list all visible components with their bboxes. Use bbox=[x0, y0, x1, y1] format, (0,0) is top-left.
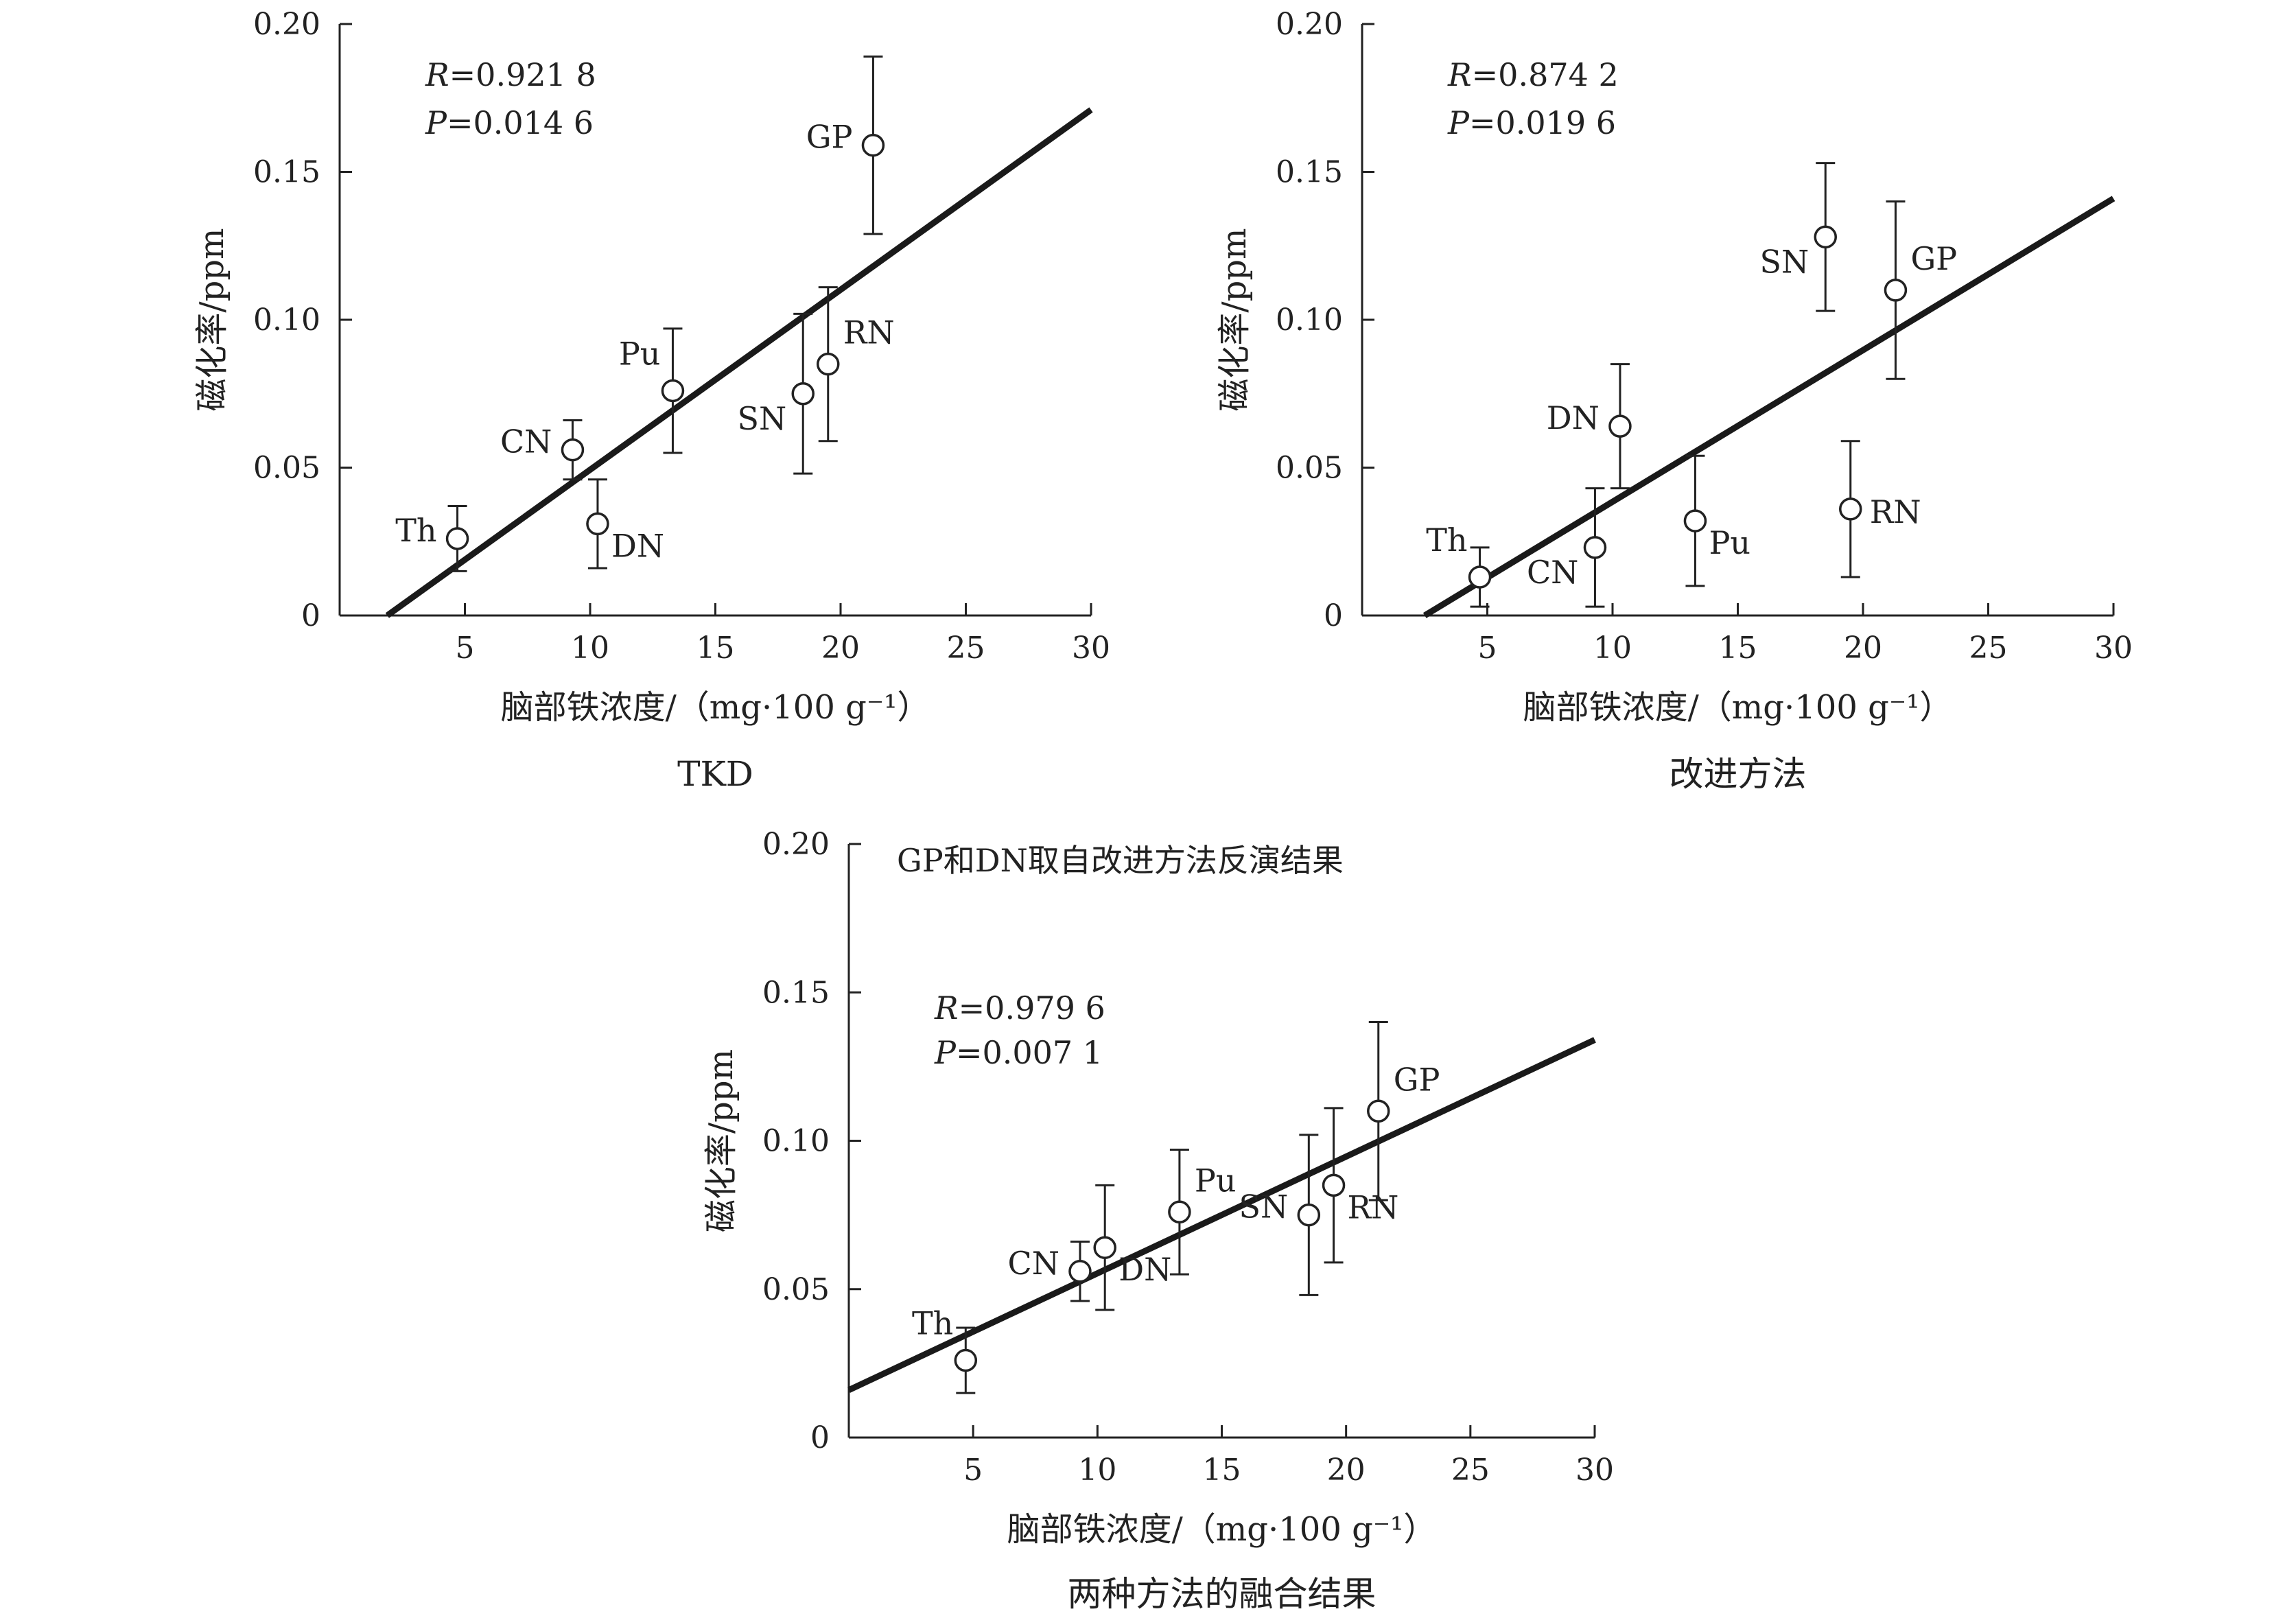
regression-line bbox=[385, 107, 1093, 618]
point-label-th: Th bbox=[395, 512, 436, 549]
point-label-gp: GP bbox=[806, 119, 853, 156]
data-point-cn bbox=[561, 438, 585, 462]
chart-panel-3: 0 0.05 0.10 0.15 0.20 5 10 15 20 25 30 脑部铁浓度/（mg·10… bbox=[702, 827, 1614, 1614]
data-point-gp bbox=[1367, 1099, 1390, 1123]
point-label-dn: DN bbox=[1547, 399, 1600, 436]
p-value: P=0.014 6 bbox=[425, 104, 594, 141]
x-tick-label: 15 bbox=[1203, 1453, 1241, 1488]
point-label-rn: RN bbox=[843, 314, 895, 351]
point-label-sn: SN bbox=[737, 400, 786, 437]
x-tick-label: 15 bbox=[1719, 631, 1757, 666]
data-point-th bbox=[445, 527, 469, 550]
data-point-sn bbox=[791, 382, 815, 406]
point-label-pu: Pu bbox=[1195, 1162, 1237, 1199]
y-tick-label: 0.05 bbox=[1276, 451, 1343, 486]
data-point-sn bbox=[1297, 1203, 1321, 1227]
correlation-r: R=0.979 6 bbox=[934, 989, 1105, 1027]
data-point-th bbox=[954, 1348, 978, 1372]
x-tick-label: 5 bbox=[1478, 631, 1497, 666]
x-tick-label: 20 bbox=[821, 631, 860, 666]
data-point-gp bbox=[861, 133, 885, 157]
x-tick-label: 20 bbox=[1844, 631, 1882, 666]
data-point-pu bbox=[661, 379, 685, 403]
x-axis-label: 脑部铁浓度/（mg·100 g⁻¹） bbox=[501, 688, 930, 727]
correlation-r: R=0.874 2 bbox=[1447, 56, 1619, 93]
point-label-sn: SN bbox=[1239, 1188, 1289, 1226]
point-label-rn: RN bbox=[1348, 1188, 1399, 1226]
x-tick-label: 25 bbox=[1451, 1453, 1490, 1488]
y-tick-label: 0 bbox=[810, 1420, 830, 1455]
y-axis-label: 磁化率/ppm bbox=[193, 228, 231, 411]
x-tick-label: 20 bbox=[1327, 1453, 1366, 1488]
x-axis-label: 脑部铁浓度/（mg·100 g⁻¹） bbox=[1523, 688, 1953, 727]
y-tick-label: 0.15 bbox=[253, 155, 320, 190]
chart-caption: 两种方法的融合结果 bbox=[1068, 1574, 1377, 1614]
chart-panel-2: 0 0.05 0.10 0.15 0.20 5 10 15 20 25 30 脑部铁浓度/（mg·10… bbox=[1215, 7, 2133, 794]
y-tick-label: 0.20 bbox=[1276, 7, 1343, 42]
x-tick-label: 10 bbox=[1593, 631, 1632, 666]
data-point-rn bbox=[817, 352, 840, 376]
point-label-cn: CN bbox=[1527, 554, 1578, 591]
y-tick-label: 0.10 bbox=[253, 303, 320, 338]
data-point-sn bbox=[1814, 225, 1837, 249]
chart-note: GP和DN取自改进方法反演结果 bbox=[897, 842, 1344, 879]
point-label-sn: SN bbox=[1759, 243, 1809, 280]
point-label-dn: DN bbox=[1118, 1251, 1171, 1288]
x-tick-label: 25 bbox=[1969, 631, 2008, 666]
y-tick-label: 0.15 bbox=[1276, 155, 1343, 190]
y-tick-label: 0 bbox=[301, 598, 320, 633]
data-point-rn bbox=[1839, 497, 1862, 521]
point-label-gp: GP bbox=[1910, 240, 1957, 277]
y-axis-label: 磁化率/ppm bbox=[702, 1049, 740, 1232]
x-tick-label: 5 bbox=[963, 1453, 983, 1488]
data-point-cn bbox=[1068, 1260, 1092, 1283]
chart-caption: 改进方法 bbox=[1670, 754, 1807, 794]
y-tick-label: 0.05 bbox=[762, 1272, 830, 1307]
data-point-pu bbox=[1683, 509, 1707, 532]
regression-line bbox=[847, 1037, 1596, 1393]
x-tick-label: 10 bbox=[1078, 1453, 1116, 1488]
data-point-dn bbox=[1608, 414, 1632, 438]
data-point-gp bbox=[1884, 279, 1908, 302]
x-tick-label: 30 bbox=[1072, 631, 1110, 666]
p-value: P=0.007 1 bbox=[934, 1034, 1103, 1071]
x-tick-label: 25 bbox=[947, 631, 985, 666]
data-point-th bbox=[1468, 565, 1492, 589]
y-tick-label: 0.10 bbox=[1276, 303, 1343, 338]
point-label-gp: GP bbox=[1394, 1061, 1440, 1098]
y-axis-label: 磁化率/ppm bbox=[1215, 228, 1254, 411]
chart-panel-1: 0 0.05 0.10 0.15 0.20 5 10 15 20 25 30 脑部铁浓度/（mg·10… bbox=[193, 7, 1110, 794]
x-tick-label: 10 bbox=[571, 631, 609, 666]
point-label-th: Th bbox=[1426, 521, 1467, 559]
data-point-dn bbox=[1093, 1236, 1116, 1259]
x-tick-label: 5 bbox=[456, 631, 475, 666]
regression-line bbox=[1422, 196, 2116, 618]
x-axis-label: 脑部铁浓度/（mg·100 g⁻¹） bbox=[1007, 1510, 1437, 1549]
y-tick-label: 0.15 bbox=[762, 975, 830, 1010]
chart-caption: TKD bbox=[677, 754, 753, 794]
data-point-dn bbox=[586, 512, 609, 536]
data-point-rn bbox=[1322, 1173, 1346, 1197]
point-label-cn: CN bbox=[500, 423, 552, 460]
point-label-pu: Pu bbox=[1709, 524, 1750, 561]
point-label-pu: Pu bbox=[619, 335, 661, 372]
x-tick-label: 15 bbox=[696, 631, 735, 666]
y-tick-label: 0.05 bbox=[253, 451, 320, 486]
x-tick-label: 30 bbox=[2094, 631, 2133, 666]
point-label-dn: DN bbox=[611, 527, 664, 564]
correlation-r: R=0.921 8 bbox=[425, 56, 596, 93]
y-tick-label: 0 bbox=[1324, 598, 1343, 633]
point-label-rn: RN bbox=[1870, 493, 1921, 530]
x-tick-label: 30 bbox=[1575, 1453, 1614, 1488]
y-tick-label: 0.20 bbox=[762, 827, 830, 862]
p-value: P=0.019 6 bbox=[1447, 104, 1616, 141]
point-label-th: Th bbox=[912, 1305, 953, 1342]
y-tick-label: 0.10 bbox=[762, 1124, 830, 1159]
data-point-cn bbox=[1583, 536, 1607, 559]
y-tick-label: 0.20 bbox=[253, 7, 320, 42]
data-point-pu bbox=[1168, 1200, 1191, 1224]
point-label-cn: CN bbox=[1008, 1245, 1059, 1282]
